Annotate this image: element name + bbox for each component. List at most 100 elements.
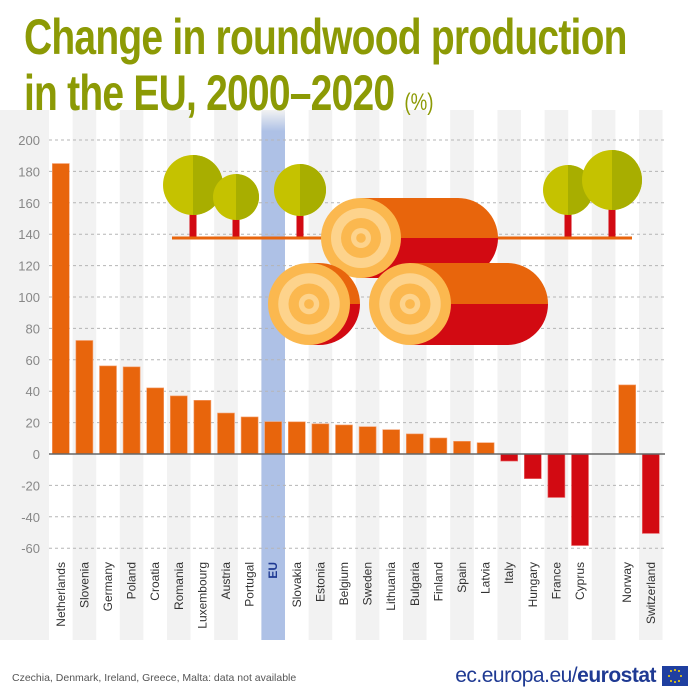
trunk bbox=[608, 204, 616, 238]
bar-austria bbox=[217, 412, 235, 455]
y-tick-label: -60 bbox=[21, 541, 40, 556]
bar-portugal bbox=[240, 416, 259, 455]
bar-slovenia bbox=[75, 340, 94, 455]
bar-hungary bbox=[523, 453, 542, 479]
x-tick-label: Italy bbox=[502, 562, 516, 584]
x-tick-label: Spain bbox=[455, 562, 469, 593]
log-icon bbox=[321, 198, 498, 278]
bar-finland bbox=[429, 437, 448, 455]
bar-sweden bbox=[358, 426, 377, 455]
x-tick-label: Switzerland bbox=[644, 562, 658, 624]
bar-france bbox=[547, 453, 566, 498]
crown-shade bbox=[300, 164, 326, 216]
column-stripe bbox=[591, 110, 616, 640]
bar-switzerland bbox=[641, 453, 660, 534]
log-icon bbox=[369, 263, 548, 345]
x-tick-label: Romania bbox=[172, 562, 186, 610]
x-tick-label: Luxembourg bbox=[195, 562, 209, 629]
bar-luxembourg bbox=[193, 400, 212, 455]
x-tick-label: France bbox=[549, 562, 563, 600]
trunk bbox=[189, 209, 197, 238]
x-tick-label: Croatia bbox=[148, 562, 162, 601]
bar-belgium bbox=[335, 424, 353, 455]
log-ring bbox=[405, 299, 415, 309]
y-tick-label: -20 bbox=[21, 478, 40, 493]
y-tick-label: 80 bbox=[26, 321, 40, 336]
log-icon bbox=[268, 263, 360, 345]
x-tick-label: Lithuania bbox=[384, 562, 398, 611]
bar-poland bbox=[122, 366, 141, 455]
axis-panel bbox=[0, 110, 49, 640]
x-tick-label: Estonia bbox=[313, 562, 327, 602]
y-tick-label: 140 bbox=[18, 227, 40, 242]
column-stripe bbox=[544, 110, 569, 640]
chart-title-line-1: Change in roundwood production bbox=[24, 9, 627, 65]
eurostat-link[interactable]: ec.europa.eu/eurostat bbox=[455, 664, 656, 688]
unit-label: (%) bbox=[404, 89, 434, 116]
x-tick-label: Slovakia bbox=[290, 562, 304, 608]
bar-eu bbox=[264, 421, 283, 455]
title-text: in the EU, 2000–2020 bbox=[24, 65, 395, 121]
column-stripe bbox=[167, 110, 191, 640]
tree-icon bbox=[582, 150, 642, 238]
y-tick-label: 160 bbox=[18, 196, 40, 211]
crown-shade bbox=[612, 150, 642, 210]
column-stripe bbox=[450, 110, 474, 640]
bar-italy bbox=[500, 453, 519, 462]
x-tick-label: Slovenia bbox=[77, 562, 91, 608]
y-tick-label: 100 bbox=[18, 290, 40, 305]
y-tick-label: 60 bbox=[26, 353, 40, 368]
x-tick-label: Portugal bbox=[243, 562, 257, 607]
bar-spain bbox=[453, 440, 471, 455]
y-tick-label: 0 bbox=[33, 447, 40, 462]
y-tick-label: 180 bbox=[18, 164, 40, 179]
x-tick-label: Finland bbox=[431, 562, 445, 601]
column-stripe bbox=[497, 110, 521, 640]
bar-latvia bbox=[476, 442, 495, 455]
footnote: Czechia, Denmark, Ireland, Greece, Malta… bbox=[12, 672, 297, 684]
y-tick-label: 200 bbox=[18, 133, 40, 148]
eu-flag-icon bbox=[662, 666, 688, 686]
y-tick-label: -40 bbox=[21, 510, 40, 525]
y-tick-label: 120 bbox=[18, 259, 40, 274]
bar-slovakia bbox=[287, 421, 306, 455]
site-brand: eurostat bbox=[577, 664, 656, 687]
trunk bbox=[296, 210, 304, 238]
x-tick-label: Sweden bbox=[361, 562, 375, 605]
trunk bbox=[232, 214, 240, 238]
bar-lithuania bbox=[382, 429, 401, 455]
x-tick-label: Norway bbox=[620, 562, 634, 603]
column-stripe bbox=[355, 110, 380, 640]
bar-netherlands bbox=[51, 163, 70, 455]
chart-title-line-2: in the EU, 2000–2020 (%) bbox=[24, 68, 433, 118]
x-tick-label: Hungary bbox=[526, 562, 540, 607]
x-tick-label: Poland bbox=[125, 562, 139, 599]
x-tick-label: EU bbox=[266, 562, 280, 579]
tree-icon bbox=[213, 174, 259, 238]
y-tick-label: 40 bbox=[26, 384, 40, 399]
bar-cyprus bbox=[571, 453, 589, 546]
bar-estonia bbox=[311, 423, 330, 455]
column-stripe bbox=[639, 110, 663, 640]
x-tick-label: Cyprus bbox=[573, 562, 587, 600]
crown-shade bbox=[236, 174, 259, 220]
log-ring bbox=[356, 233, 366, 243]
x-tick-label: Latvia bbox=[479, 562, 493, 594]
site-prefix: ec.europa.eu/ bbox=[455, 664, 578, 687]
tree-icon bbox=[274, 164, 326, 238]
trunk bbox=[564, 209, 572, 238]
x-tick-label: Germany bbox=[101, 562, 115, 611]
column-stripe bbox=[403, 110, 427, 640]
bar-romania bbox=[170, 395, 188, 455]
x-tick-label: Austria bbox=[219, 562, 233, 600]
forestry-illustration bbox=[163, 150, 642, 345]
bar-croatia bbox=[146, 387, 164, 455]
x-tick-label: Belgium bbox=[337, 562, 351, 605]
log-ring bbox=[304, 299, 314, 309]
eu-highlight-band bbox=[261, 110, 285, 640]
bar-germany bbox=[99, 365, 117, 455]
x-tick-label: Bulgaria bbox=[408, 562, 422, 606]
bar-bulgaria bbox=[405, 433, 424, 455]
